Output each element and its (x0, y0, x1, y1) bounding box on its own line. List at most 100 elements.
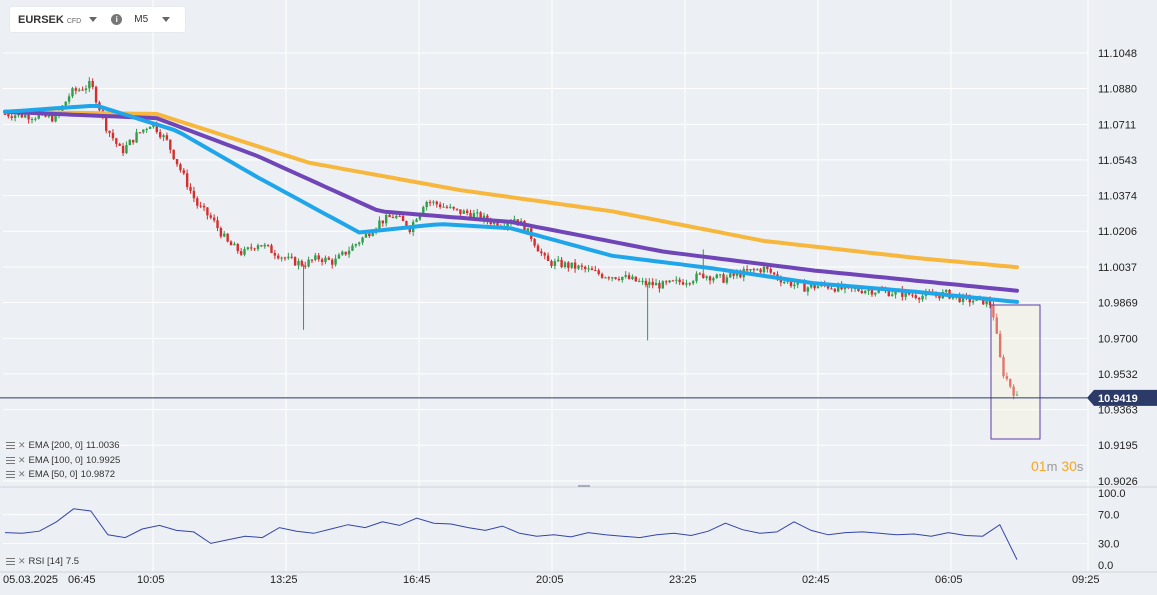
info-icon[interactable]: i (111, 14, 123, 25)
candle-body (347, 250, 351, 255)
candle-body (803, 282, 806, 292)
candle-body (401, 215, 405, 222)
close-icon[interactable]: ✕ (18, 469, 26, 479)
drag-handle-icon[interactable] (6, 471, 15, 478)
candle-body (233, 243, 236, 246)
candle-body (816, 286, 820, 289)
candle-body (202, 205, 206, 208)
candle-body (54, 114, 57, 122)
candle-body (398, 215, 401, 217)
symbol-label[interactable]: EURSEK (18, 13, 64, 26)
candle-body (715, 274, 718, 279)
candle-body (155, 123, 158, 133)
candle-body (796, 281, 799, 285)
candle-body (506, 223, 509, 227)
timeframe-dropdown-icon[interactable] (162, 17, 171, 22)
drag-handle-icon[interactable] (6, 558, 15, 565)
candle-body (263, 244, 266, 247)
close-icon[interactable]: ✕ (18, 440, 26, 450)
candle-body (600, 274, 604, 278)
close-icon[interactable]: ✕ (18, 556, 26, 566)
candle-body (128, 139, 132, 146)
candle-body (661, 281, 664, 289)
candle-body (489, 220, 492, 225)
ema-100-legend[interactable]: ✕ EMA [100, 0] 10.9925 (6, 455, 120, 466)
candle-body (331, 259, 334, 265)
candle-body (20, 113, 24, 118)
close-icon[interactable]: ✕ (18, 455, 26, 465)
candle-body (182, 170, 185, 174)
candle-body (1015, 394, 1019, 396)
candle-body (138, 132, 142, 134)
candle-body (425, 201, 428, 208)
candle-body (496, 221, 499, 227)
current-candle-highlight (990, 304, 1041, 440)
candle-body (216, 220, 219, 229)
candle-body (867, 289, 870, 291)
price-tick-label: 10.9532 (1098, 369, 1138, 381)
candle-body (185, 173, 189, 188)
candle-body (826, 285, 830, 289)
candle-body (253, 248, 256, 250)
drag-handle-icon[interactable] (6, 457, 15, 464)
candle-body (621, 276, 624, 281)
candle-body (961, 295, 965, 302)
instrument-type-label: CFD (66, 17, 82, 25)
ema-200-legend[interactable]: ✕ EMA [200, 0] 11.0036 (6, 440, 120, 451)
candle-body (246, 247, 250, 250)
ema-50-legend[interactable]: ✕ EMA [50, 0] 10.9872 (6, 469, 115, 480)
candle-body (209, 215, 212, 218)
price-tick-label: 11.1048 (1098, 48, 1137, 60)
candle-body (37, 114, 40, 119)
candle-body (739, 272, 742, 278)
candle-body (911, 294, 914, 296)
rsi-tick-label: 0.0 (1098, 560, 1113, 572)
candle-body (557, 259, 560, 262)
candle-body (590, 268, 594, 271)
rsi-line (4, 508, 1018, 560)
candle-body (577, 265, 580, 269)
candle-body (968, 296, 971, 303)
candle-body (196, 198, 199, 206)
candle-body (766, 266, 769, 269)
countdown-minutes-unit: m (1046, 459, 1058, 474)
candle-body (260, 245, 263, 247)
candle-body (142, 129, 145, 133)
candle-body (135, 132, 138, 143)
rsi-legend[interactable]: ✕ RSI [14] 7.5 (6, 556, 79, 567)
time-tick-label: 09:25 (1072, 574, 1100, 586)
price-tick-label: 11.0543 (1098, 155, 1137, 167)
candle-body (752, 269, 756, 271)
timeframe-label[interactable]: M5 (134, 14, 149, 25)
candle-body (344, 251, 347, 255)
candle-body (914, 295, 917, 298)
current-price-tag (1087, 389, 1157, 406)
candle-body (226, 233, 229, 242)
drag-handle-icon[interactable] (6, 442, 15, 449)
candle-body (614, 277, 617, 279)
rsi-label: RSI [14] (28, 556, 63, 567)
candle-body (192, 190, 196, 199)
candle-body (890, 294, 894, 297)
candle-body (479, 212, 482, 220)
candle-body (857, 288, 860, 291)
candle-body (314, 255, 317, 260)
candle-body (13, 115, 17, 119)
candle-body (169, 139, 172, 150)
candle-body (293, 257, 297, 266)
symbol-dropdown-icon[interactable] (89, 17, 98, 22)
candle-body (354, 244, 358, 246)
candle-body (368, 233, 371, 237)
candle-body (422, 207, 425, 213)
rsi-tick-label: 70.0 (1098, 510, 1119, 522)
candle-body (786, 281, 789, 283)
candle-body (30, 119, 34, 121)
time-tick-label: 06:45 (68, 574, 96, 586)
rsi-tick-label: 100.0 (1098, 488, 1126, 500)
candle-body (364, 233, 368, 238)
candle-body (938, 295, 941, 299)
candle-body (644, 280, 648, 285)
candle-body (94, 86, 98, 103)
